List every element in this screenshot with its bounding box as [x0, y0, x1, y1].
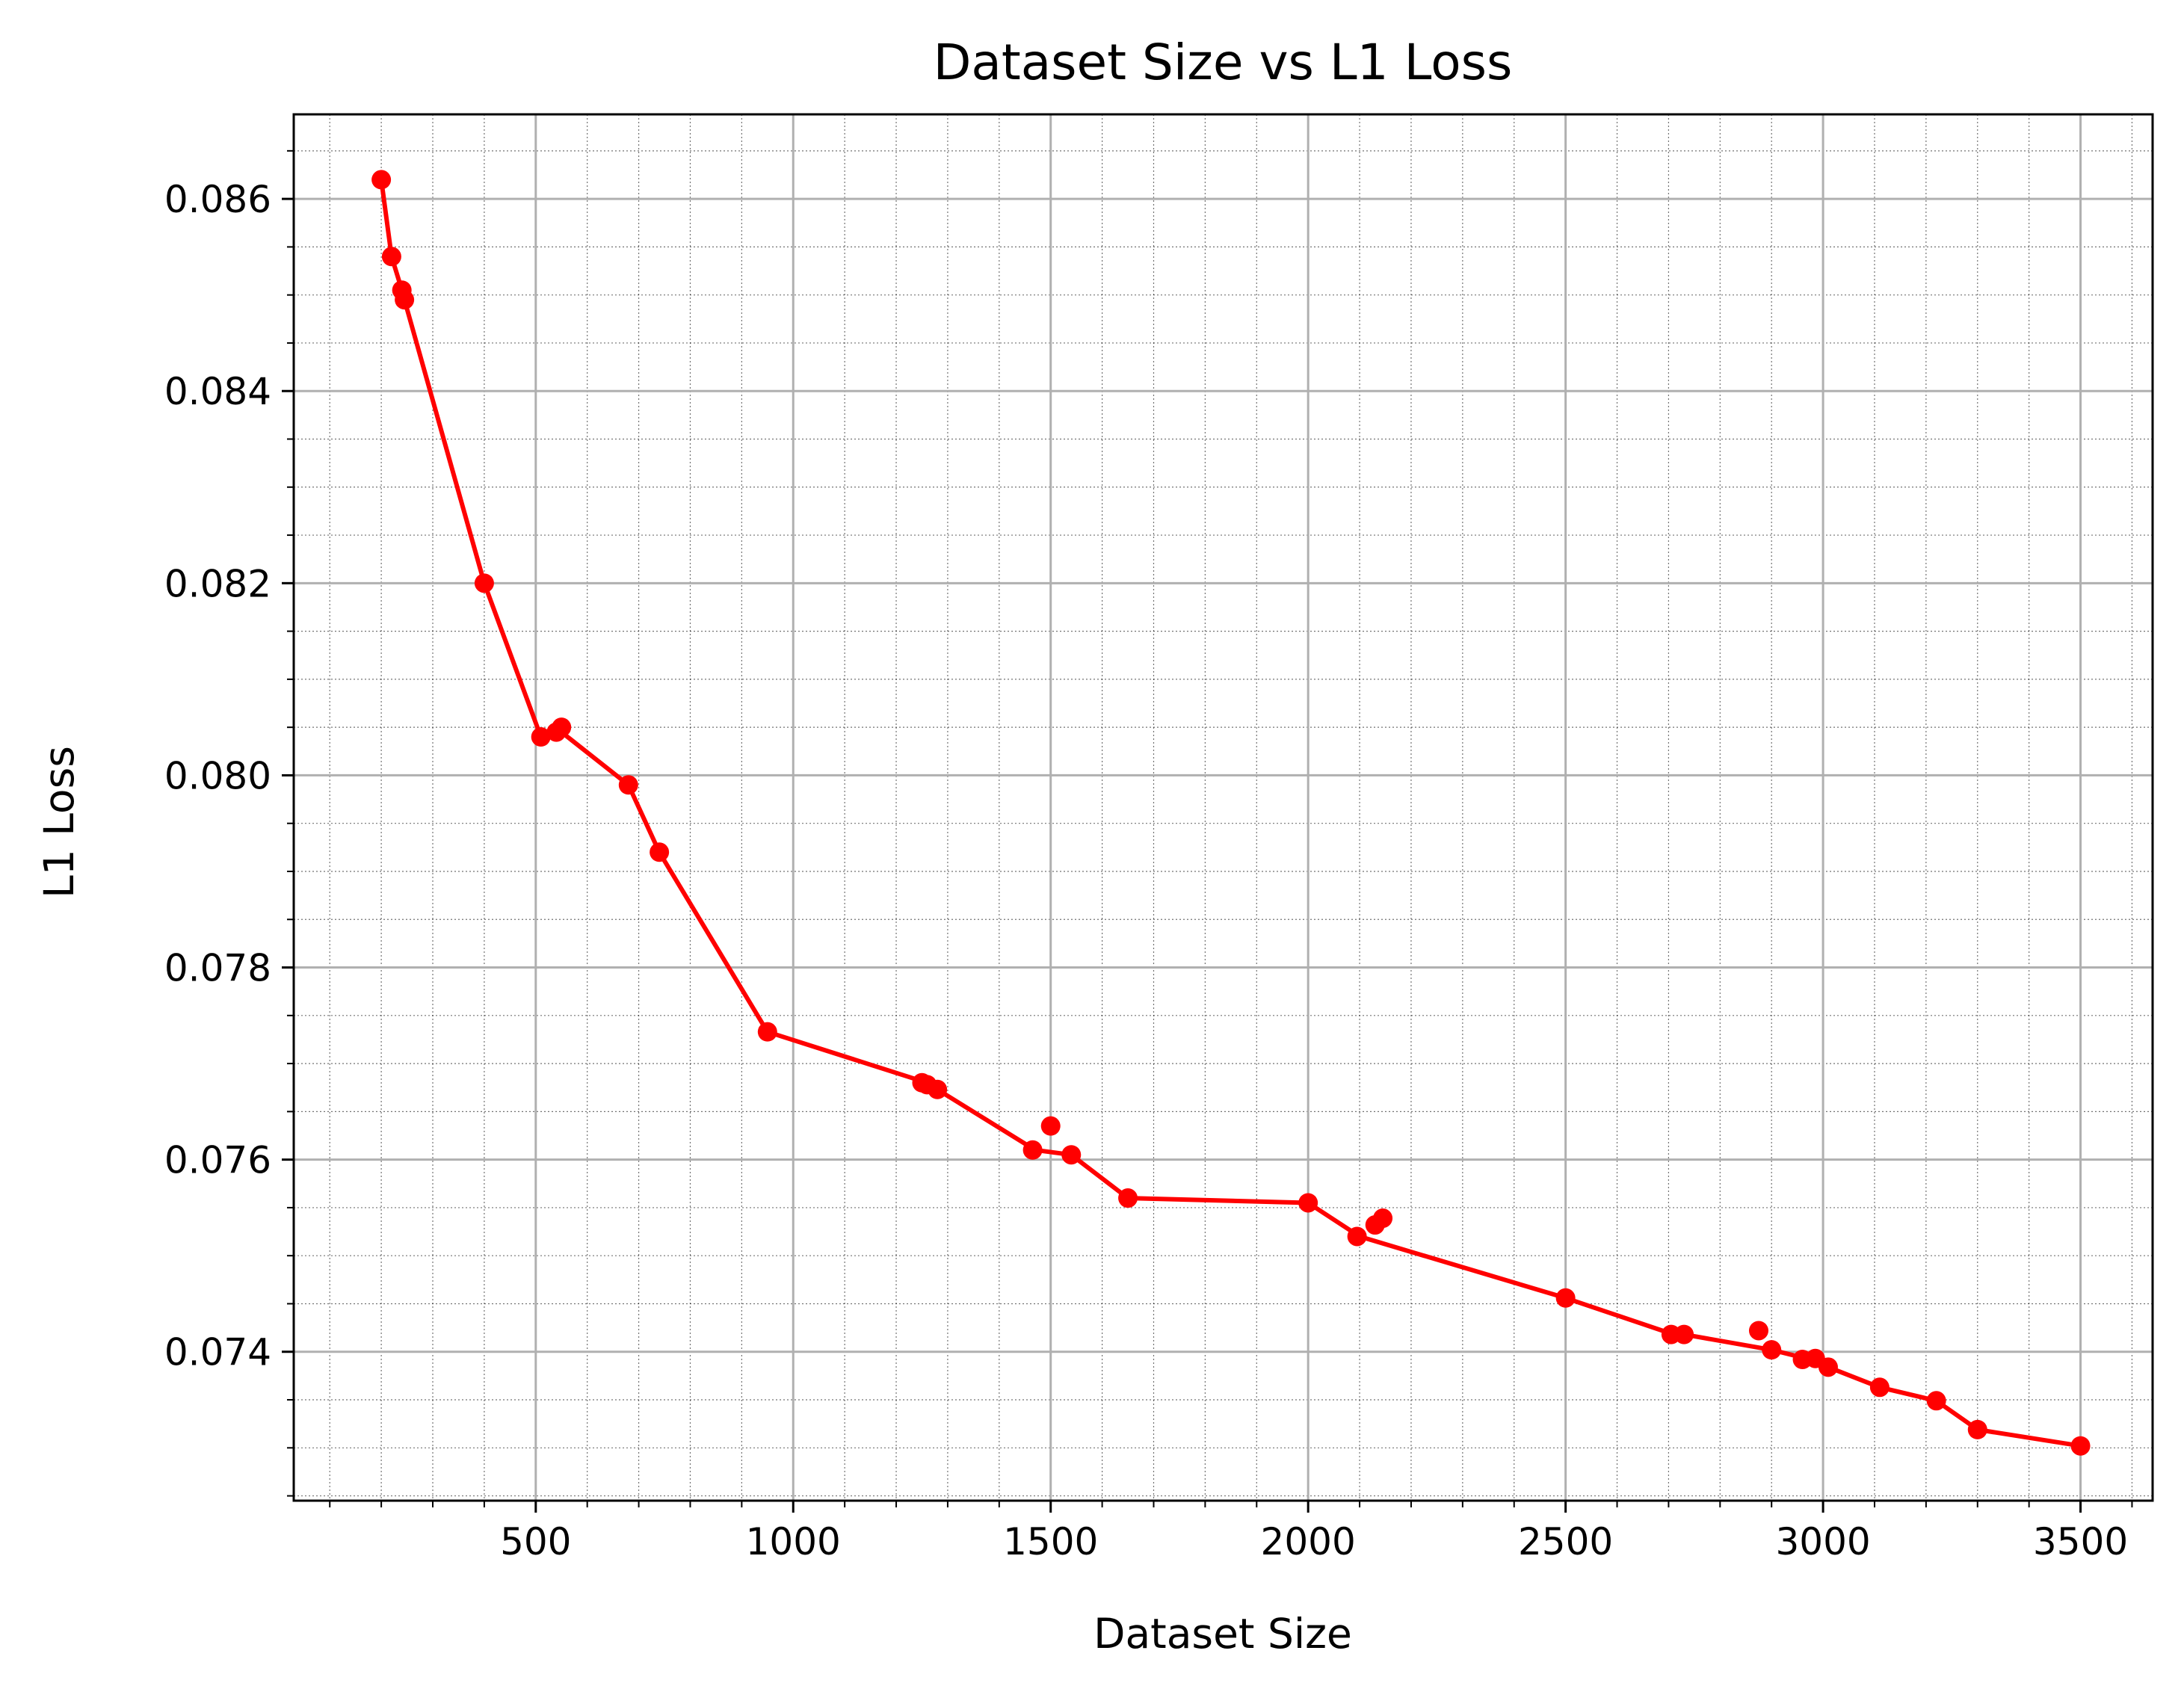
data-point — [928, 1079, 948, 1099]
data-point — [1869, 1377, 1890, 1398]
y-tick-label: 0.086 — [164, 178, 271, 221]
data-point — [1926, 1391, 1946, 1411]
y-tick-label: 0.084 — [164, 370, 271, 413]
y-tick-label: 0.078 — [164, 947, 271, 990]
x-tick-label: 2500 — [1518, 1520, 1613, 1563]
data-point — [757, 1022, 777, 1042]
x-tick-label: 500 — [500, 1520, 571, 1563]
data-point — [395, 290, 415, 310]
data-point — [1555, 1288, 1576, 1308]
data-point — [474, 573, 494, 593]
data-point — [1674, 1324, 1694, 1344]
data-point — [1040, 1116, 1061, 1136]
series-layer — [371, 170, 2091, 1456]
data-point — [618, 775, 638, 795]
data-point — [1061, 1145, 1082, 1165]
plot-frame — [292, 113, 2154, 1502]
y-tick-label: 0.076 — [164, 1139, 271, 1182]
data-point — [1298, 1193, 1318, 1213]
x-tick-label: 3500 — [2033, 1520, 2128, 1563]
y-tick-label: 0.080 — [164, 754, 271, 797]
chart-title: Dataset Size vs L1 Loss — [934, 34, 1513, 91]
minor-grid — [294, 114, 2153, 1501]
data-point — [1118, 1188, 1138, 1208]
x-axis-label: Dataset Size — [1093, 1610, 1352, 1658]
data-point — [1762, 1340, 1782, 1360]
data-point — [650, 842, 670, 862]
data-point — [552, 717, 572, 738]
data-point — [2070, 1436, 2091, 1456]
data-point — [1967, 1419, 1987, 1439]
data-point — [381, 247, 401, 267]
x-tick-label: 3000 — [1775, 1520, 1870, 1563]
data-point — [371, 170, 392, 190]
y-tick-label: 0.074 — [164, 1331, 271, 1374]
data-point — [1818, 1357, 1838, 1377]
y-axis-label: L1 Loss — [35, 746, 83, 898]
major-grid — [294, 114, 2153, 1501]
data-point — [1748, 1321, 1768, 1341]
x-tick-label: 2000 — [1261, 1520, 1356, 1563]
tick-labels: 500 1000 1500 2000 2500 3000 3500 0.074 0.076 0.0… — [164, 178, 2128, 1563]
data-point — [1373, 1208, 1393, 1229]
x-tick-label: 1500 — [1003, 1520, 1098, 1563]
data-point — [1022, 1140, 1043, 1160]
data-point — [1347, 1226, 1367, 1247]
x-tick-label: 1000 — [746, 1520, 841, 1563]
data-point — [531, 727, 551, 747]
y-tick-label: 0.082 — [164, 562, 271, 605]
